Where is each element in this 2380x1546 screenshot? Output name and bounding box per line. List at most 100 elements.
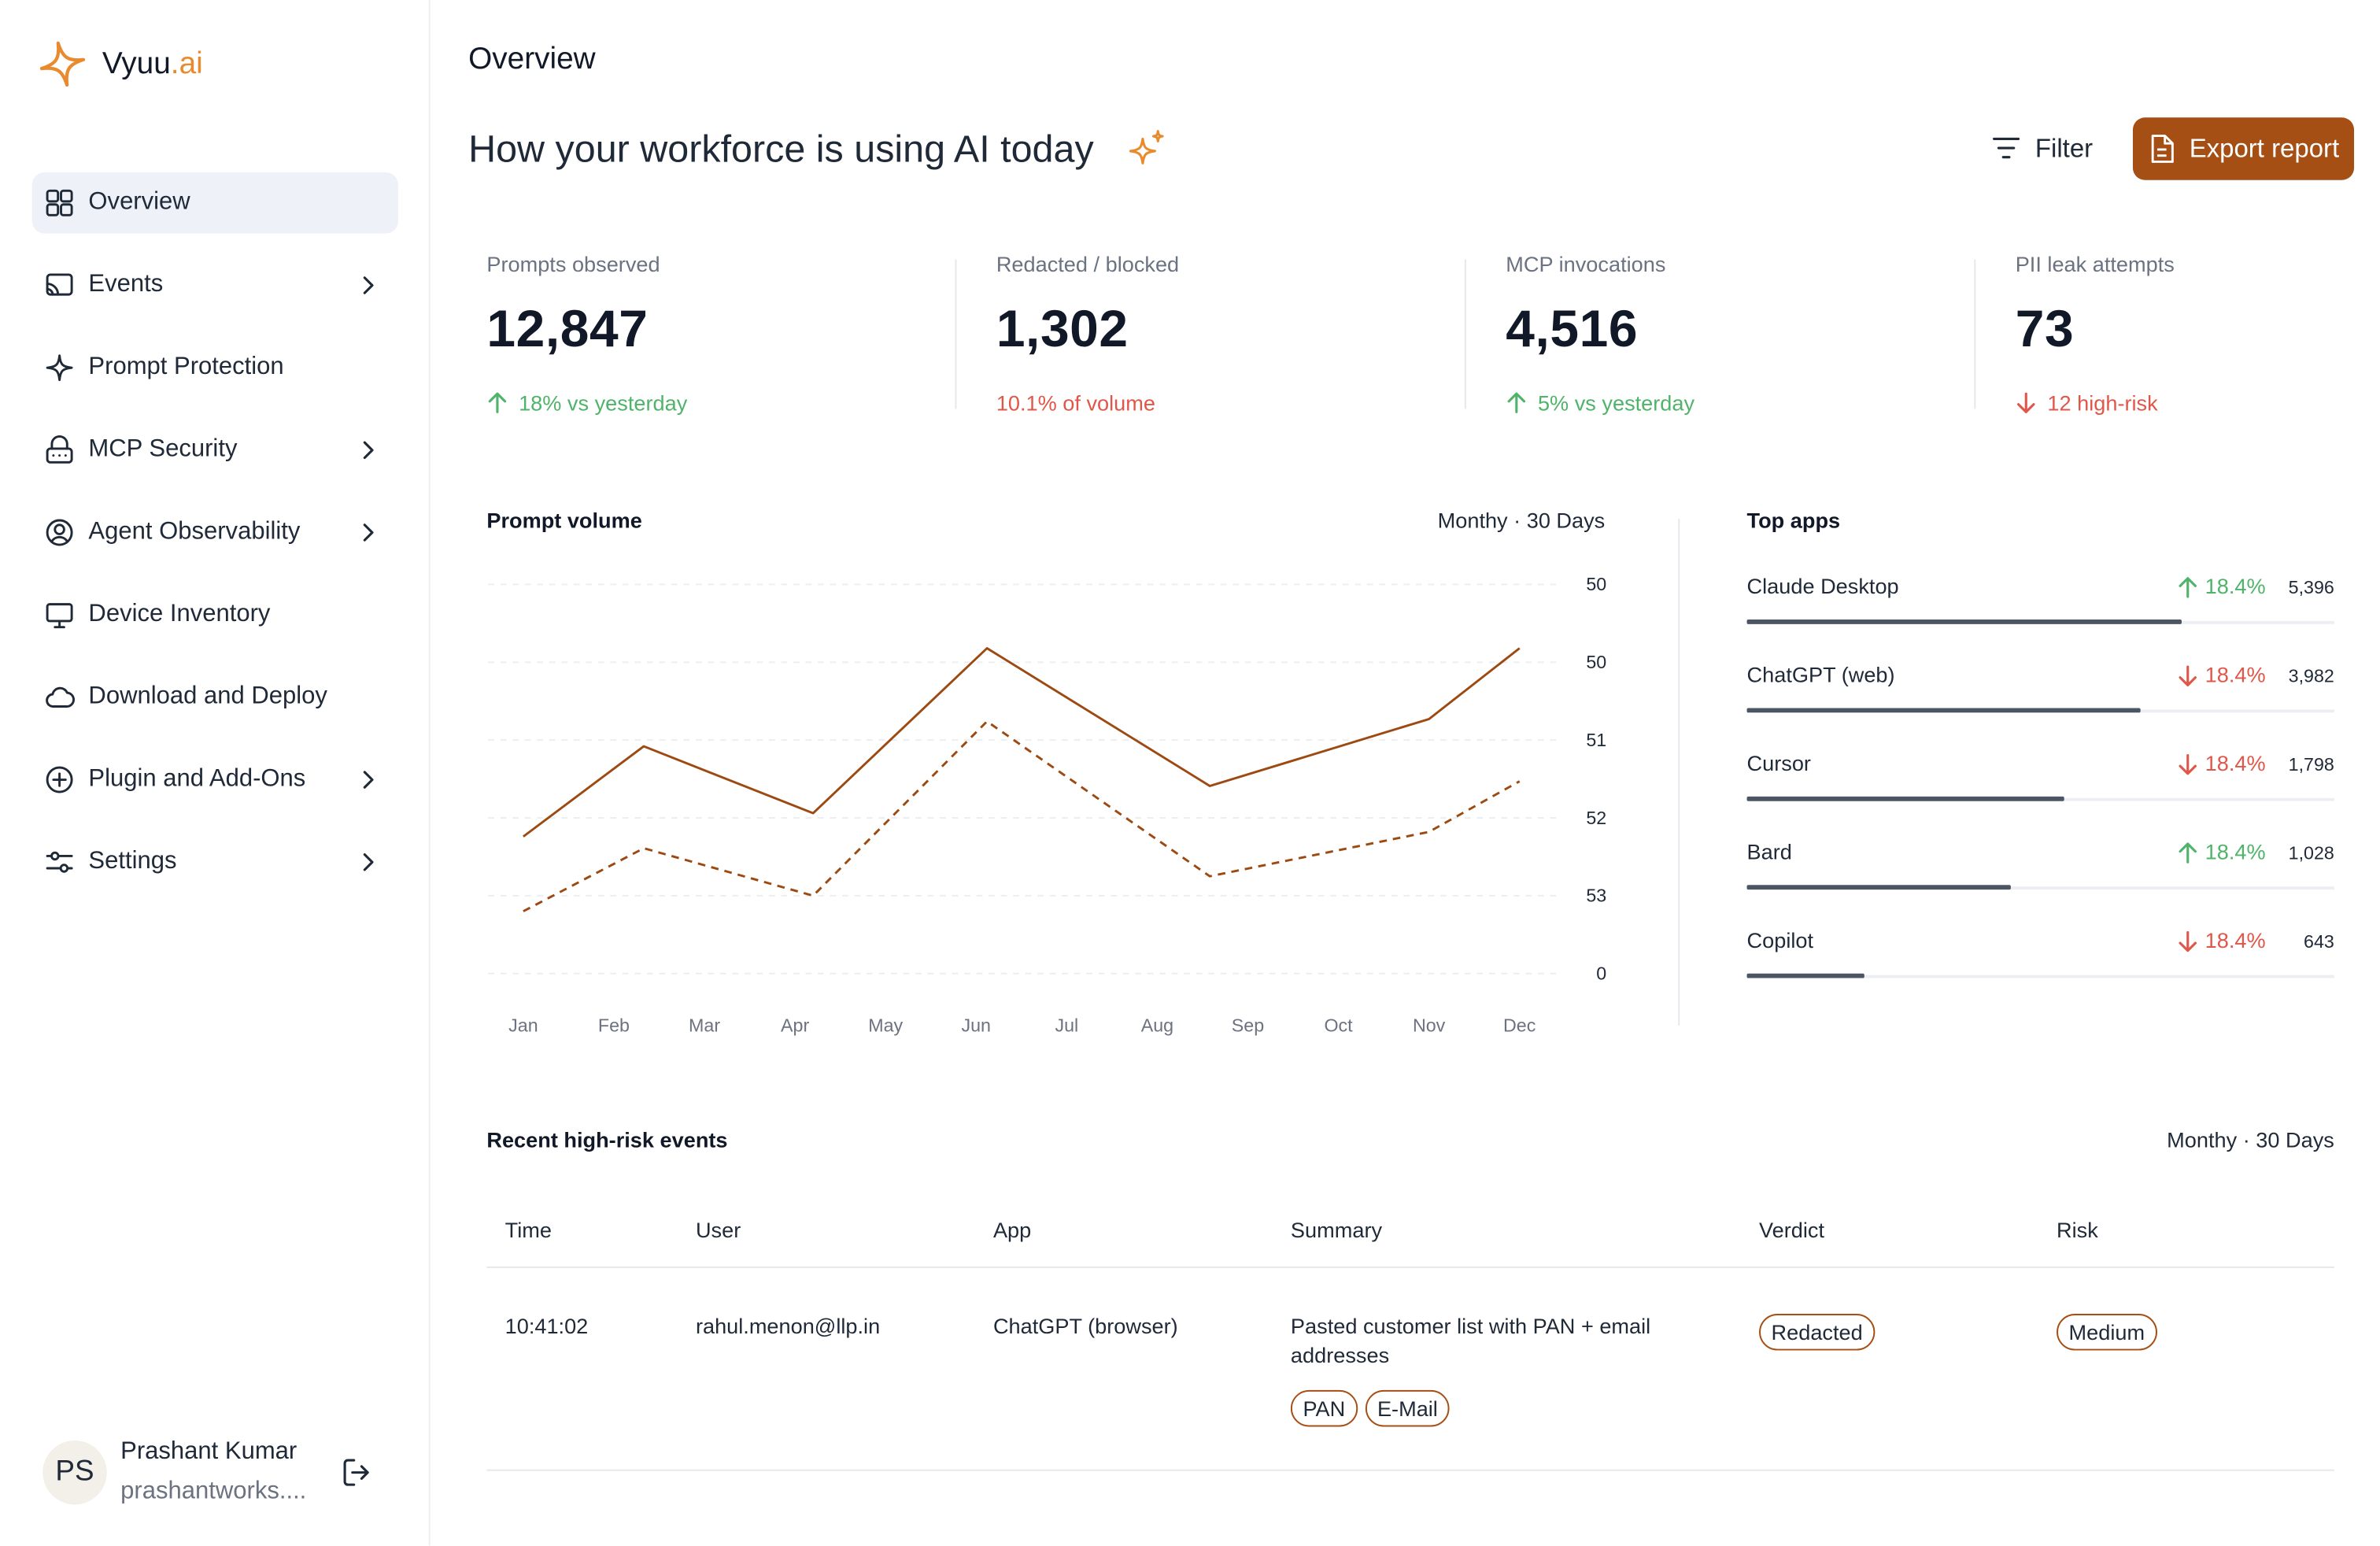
filter-icon[interactable]: [1993, 136, 2020, 161]
tag: PAN: [1290, 1389, 1358, 1427]
column-header: Time: [504, 1218, 552, 1243]
app-bar: [1746, 708, 2141, 713]
app-change: 18.4%: [2204, 839, 2266, 864]
app-name: Copilot: [1746, 927, 1814, 952]
kpi-label: MCP invocations: [1506, 252, 1666, 277]
sparkle-part: [1151, 130, 1164, 142]
sparkle: [1129, 130, 1164, 165]
nav-chevron-part: [363, 276, 374, 294]
logout-icon[interactable]: [342, 1457, 372, 1488]
x-tick-label: Jun: [962, 1015, 992, 1035]
app-count: 643: [2304, 930, 2334, 952]
nav-item[interactable]: Device Inventory: [88, 601, 271, 627]
app-bar: [1746, 973, 1864, 978]
trend-arrow: [2179, 930, 2197, 952]
nav-icon-part: [46, 435, 73, 464]
nav-icon-part: [60, 203, 73, 216]
nav-chevron[interactable]: [361, 853, 374, 871]
nav-item[interactable]: Download and Deploy: [88, 683, 327, 709]
nav-chevron[interactable]: [361, 276, 374, 294]
logo-name: Vyuu: [102, 47, 171, 81]
x-tick-label: Dec: [1503, 1015, 1536, 1035]
app-bar: [1746, 885, 2012, 890]
trend-arrow-part: [488, 392, 507, 413]
nav-icon-part: [46, 354, 73, 382]
export-icon-part: [2156, 135, 2173, 157]
nav-item[interactable]: Prompt Protection: [88, 353, 284, 380]
x-tick-label: Aug: [1141, 1015, 1173, 1035]
trend-arrow: [2179, 842, 2197, 864]
column-header: User: [695, 1218, 741, 1243]
nav-icon-part: [46, 283, 60, 296]
filter-icon-part: [1993, 137, 2020, 159]
nav-icon: [46, 189, 73, 216]
events-title: Recent high-risk events: [486, 1127, 728, 1152]
series-line: [523, 719, 1521, 912]
sparkle-part: [1129, 137, 1156, 165]
app-name: Bard: [1746, 839, 1792, 864]
x-tick-label: Sep: [1232, 1015, 1264, 1035]
export-button[interactable]: [2132, 117, 2355, 180]
nav-icon: [46, 519, 73, 546]
sidebar-border: [428, 0, 431, 1546]
export-icon-part: [2151, 135, 2174, 163]
app-bar: [1746, 620, 2182, 624]
nav-chevron-part: [363, 523, 374, 542]
trend-arrow: [488, 392, 507, 413]
logo-mark-part: [39, 41, 86, 87]
page-title: Overview: [468, 43, 596, 76]
nav-icon-part: [52, 772, 67, 787]
column-header: Risk: [2057, 1218, 2098, 1243]
cell-summary: Pasted customer list with PAN + email ad…: [1290, 1314, 1651, 1367]
app-track: [1746, 886, 2334, 890]
nav-item[interactable]: Overview: [88, 188, 190, 215]
series-line: [523, 647, 1521, 838]
nav-item[interactable]: Settings: [88, 848, 177, 875]
app-name: Cursor: [1746, 751, 1811, 776]
kpi-value: 73: [2015, 301, 2075, 359]
y-tick-label: 51: [1586, 730, 1606, 750]
trend-arrow: [2179, 753, 2197, 775]
nav-icon-part: [46, 766, 73, 793]
nav-chevron-part: [363, 771, 374, 789]
nav-chevron[interactable]: [361, 523, 374, 542]
nav-item[interactable]: MCP Security: [88, 436, 238, 462]
nav-item[interactable]: Events: [88, 271, 164, 298]
logo: Vyuu.ai: [102, 43, 203, 85]
kpi-label: Prompts observed: [486, 252, 660, 277]
export-label: Export report: [2189, 134, 2340, 164]
logo-suffix: .ai: [170, 47, 203, 81]
nav-chevron[interactable]: [361, 771, 374, 789]
x-tick-label: Nov: [1413, 1015, 1446, 1035]
x-tick-label: May: [868, 1015, 903, 1035]
chart-period: Monthy · 30 Days: [1438, 509, 1606, 533]
nav-icon: [46, 766, 73, 793]
nav-icon-part: [46, 447, 73, 464]
nav-icon-part: [46, 766, 73, 793]
kpi-divider: [1974, 259, 1976, 409]
app-count: 1,028: [2288, 841, 2334, 864]
events-period: Monthy · 30 Days: [2167, 1127, 2334, 1152]
export-icon-part: [2151, 135, 2174, 163]
cell-app: ChatGPT (browser): [992, 1314, 1178, 1339]
app-change: 18.4%: [2204, 927, 2266, 952]
x-tick-label: Mar: [689, 1015, 720, 1035]
logo-mark: [39, 41, 86, 87]
column-header: Verdict: [1759, 1218, 1825, 1243]
app-count: 5,396: [2288, 575, 2334, 598]
line-chart: Prompt volume Monthy · 30 Days 50 50 51 52 53 0…: [486, 509, 1606, 1036]
cell-time: 10:41:02: [504, 1314, 589, 1339]
headline: How your workforce is using AI today: [468, 127, 1094, 171]
filter-button[interactable]: Filter: [2034, 134, 2094, 164]
nav-item[interactable]: Plugin and Add-Ons: [88, 765, 306, 792]
nav-icon-part: [46, 354, 73, 382]
nav-item[interactable]: Agent Observability: [88, 518, 301, 545]
nav-chevron[interactable]: [361, 441, 374, 460]
nav-icon-part: [59, 864, 69, 873]
nav-icon-part: [46, 686, 75, 708]
cell-user: rahul.menon@llp.in: [695, 1314, 881, 1339]
x-tick-label: Oct: [1324, 1015, 1353, 1035]
